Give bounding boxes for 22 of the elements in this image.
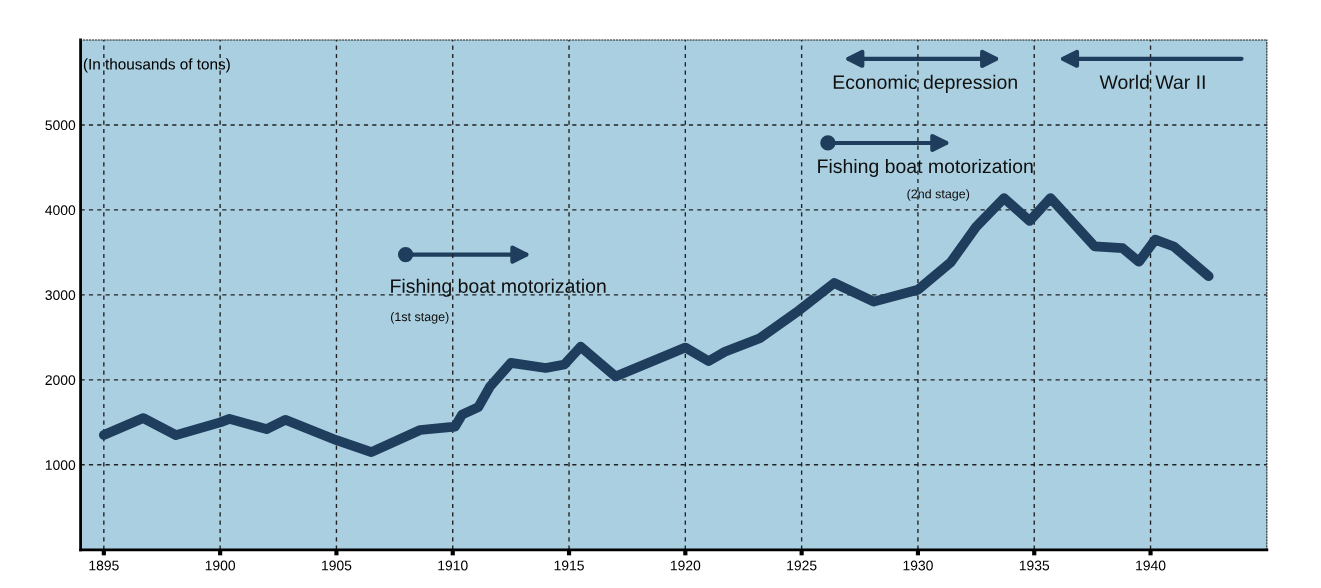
x-tick-label: 1905 bbox=[322, 560, 352, 571]
x-tick-label: 1935 bbox=[1019, 560, 1050, 571]
x-tick-label: 1900 bbox=[205, 560, 236, 571]
y-tick-label: 3000 bbox=[45, 290, 76, 301]
y-tick-label: 1000 bbox=[45, 460, 76, 470]
annotation: Fishing boat motorization bbox=[818, 158, 1033, 178]
x-tick-label: 1895 bbox=[89, 560, 119, 571]
x-tick-label: 1910 bbox=[438, 560, 468, 571]
annotation: World War II bbox=[1099, 74, 1205, 90]
x-tick-label: 1930 bbox=[903, 560, 933, 571]
y-tick-label: 5000 bbox=[45, 120, 76, 131]
y-tick-label: 2000 bbox=[45, 375, 76, 386]
annotation: (1st stage) bbox=[390, 312, 449, 324]
x-tick-label: 1915 bbox=[554, 560, 584, 571]
x-tick-label: 1940 bbox=[1136, 560, 1166, 571]
x-tick-label: 1920 bbox=[670, 560, 701, 571]
annotation: Economic depression bbox=[833, 74, 1017, 93]
y-tick-label: 4000 bbox=[45, 205, 76, 216]
x-tick-label: 1925 bbox=[787, 560, 817, 571]
annotation: Fishing boat motorization bbox=[391, 278, 606, 297]
y-axis-title: (In thousands of tons) bbox=[83, 58, 230, 73]
annotation: (2nd stage) bbox=[907, 189, 970, 201]
